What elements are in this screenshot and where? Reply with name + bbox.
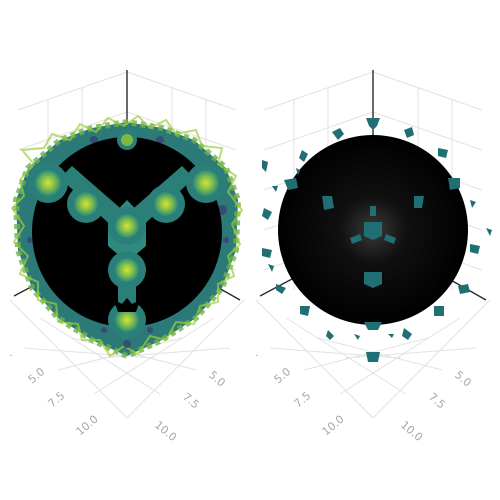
left-y-tick-labels: 5.0 7.5 10.0 <box>152 368 228 444</box>
right-y-tick-3: 10.0 <box>398 418 425 444</box>
right-fragments <box>262 118 492 362</box>
right-x-tick-2: 7.5 <box>292 389 314 410</box>
right-y-tick-1: 5.0 <box>452 368 474 389</box>
right-center-fragments <box>350 206 396 288</box>
left-x-tick-labels: 5.0 7.5 10.0 . <box>4 347 101 438</box>
left-x-tick-3: 10.0 <box>74 413 101 439</box>
left-blobs <box>28 130 226 339</box>
right-panel: 5.0 7.5 10.0 . 5.0 7.5 10.0 <box>250 70 492 444</box>
left-y-tick-3: 10.0 <box>152 418 179 444</box>
right-y-tick-labels: 5.0 7.5 10.0 <box>398 368 474 444</box>
right-x-tick-0: . <box>250 347 261 359</box>
left-x-tick-2: 7.5 <box>46 389 68 410</box>
left-y-tick-1: 5.0 <box>206 368 228 389</box>
left-panel: 5.0 7.5 10.0 . 5.0 7.5 10.0 <box>4 70 245 444</box>
left-y-tick-2: 7.5 <box>180 390 202 411</box>
right-y-tick-2: 7.5 <box>426 390 448 411</box>
right-x-tick-labels: 5.0 7.5 10.0 . <box>250 347 347 438</box>
right-x-tick-1: 5.0 <box>272 365 294 386</box>
left-x-tick-1: 5.0 <box>26 365 48 386</box>
right-x-tick-3: 10.0 <box>320 413 347 439</box>
left-x-tick-0: . <box>4 347 15 359</box>
